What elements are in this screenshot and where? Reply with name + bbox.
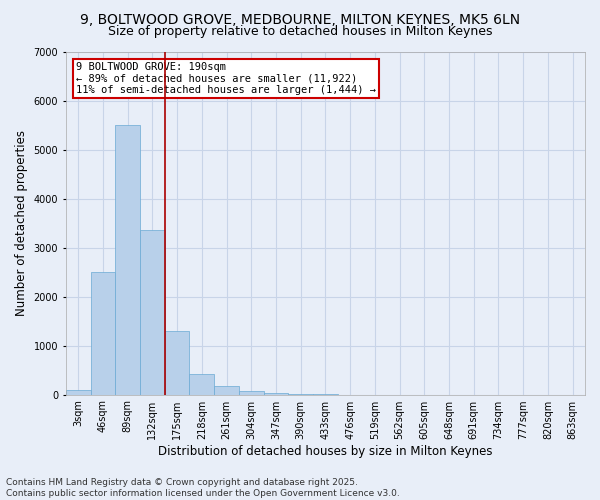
Text: 9, BOLTWOOD GROVE, MEDBOURNE, MILTON KEYNES, MK5 6LN: 9, BOLTWOOD GROVE, MEDBOURNE, MILTON KEY… bbox=[80, 12, 520, 26]
X-axis label: Distribution of detached houses by size in Milton Keynes: Distribution of detached houses by size … bbox=[158, 444, 493, 458]
Bar bbox=[263, 393, 289, 394]
Bar bbox=[91, 272, 115, 394]
Y-axis label: Number of detached properties: Number of detached properties bbox=[15, 130, 28, 316]
Bar bbox=[190, 374, 214, 394]
Text: Size of property relative to detached houses in Milton Keynes: Size of property relative to detached ho… bbox=[108, 25, 492, 38]
Bar bbox=[214, 386, 239, 394]
Text: 9 BOLTWOOD GROVE: 190sqm
← 89% of detached houses are smaller (11,922)
11% of se: 9 BOLTWOOD GROVE: 190sqm ← 89% of detach… bbox=[76, 62, 376, 95]
Bar bbox=[115, 125, 140, 394]
Bar bbox=[140, 230, 165, 394]
Bar bbox=[165, 331, 190, 394]
Bar bbox=[66, 390, 91, 394]
Bar bbox=[239, 390, 263, 394]
Text: Contains HM Land Registry data © Crown copyright and database right 2025.
Contai: Contains HM Land Registry data © Crown c… bbox=[6, 478, 400, 498]
